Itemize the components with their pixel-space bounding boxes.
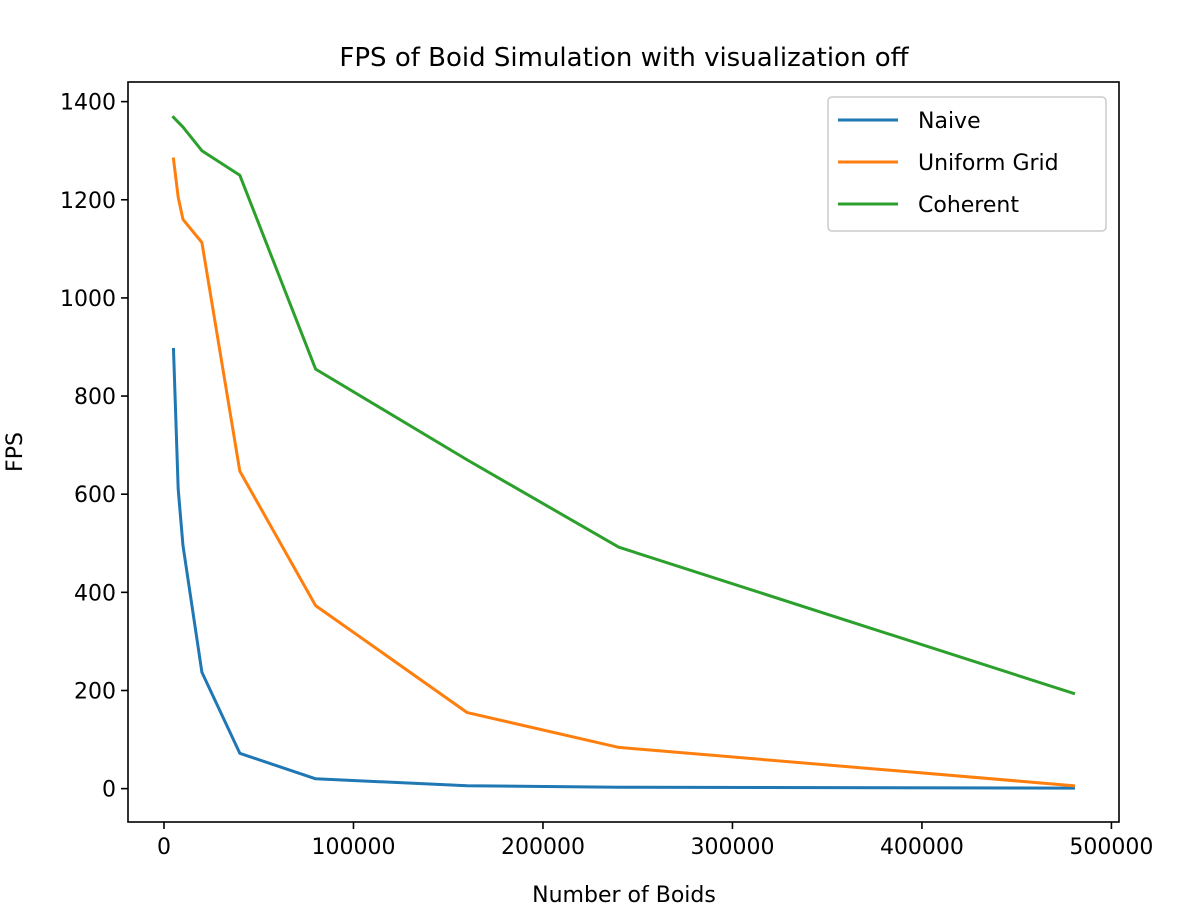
y-tick-label: 600: [74, 483, 116, 508]
legend-label: Naive: [918, 109, 981, 134]
y-tick-label: 400: [74, 581, 116, 606]
series-line-uniform-grid: [171, 157, 1076, 788]
y-tick-label: 800: [74, 385, 116, 410]
series-line-naive: [171, 347, 1076, 790]
x-axis: 0 100000 200000 300000 400000 500000: [157, 822, 1153, 860]
x-tick-label: 200000: [501, 835, 585, 860]
y-tick-label: 0: [102, 778, 116, 803]
x-tick-label: 500000: [1069, 835, 1153, 860]
legend: Naive Uniform Grid Coherent: [827, 96, 1107, 232]
y-tick-label: 1400: [60, 91, 116, 116]
legend-box: [827, 96, 1107, 232]
legend-label: Uniform Grid: [918, 151, 1059, 176]
y-axis: 0 200 400 600 800 1000 1200 1400: [60, 91, 128, 803]
y-tick-label: 200: [74, 679, 116, 704]
x-axis-label: Number of Boids: [532, 883, 716, 908]
y-axis-label: FPS: [3, 432, 28, 472]
legend-label: Coherent: [918, 193, 1019, 218]
x-tick-label: 400000: [880, 835, 964, 860]
y-tick-label: 1200: [60, 189, 116, 214]
series-line-coherent: [171, 115, 1076, 696]
series-layer: [171, 115, 1076, 790]
x-tick-label: 0: [157, 835, 171, 860]
y-tick-label: 1000: [60, 287, 116, 312]
x-tick-label: 300000: [690, 835, 774, 860]
x-tick-label: 100000: [311, 835, 395, 860]
chart-title: FPS of Boid Simulation with visualizatio…: [339, 43, 909, 73]
